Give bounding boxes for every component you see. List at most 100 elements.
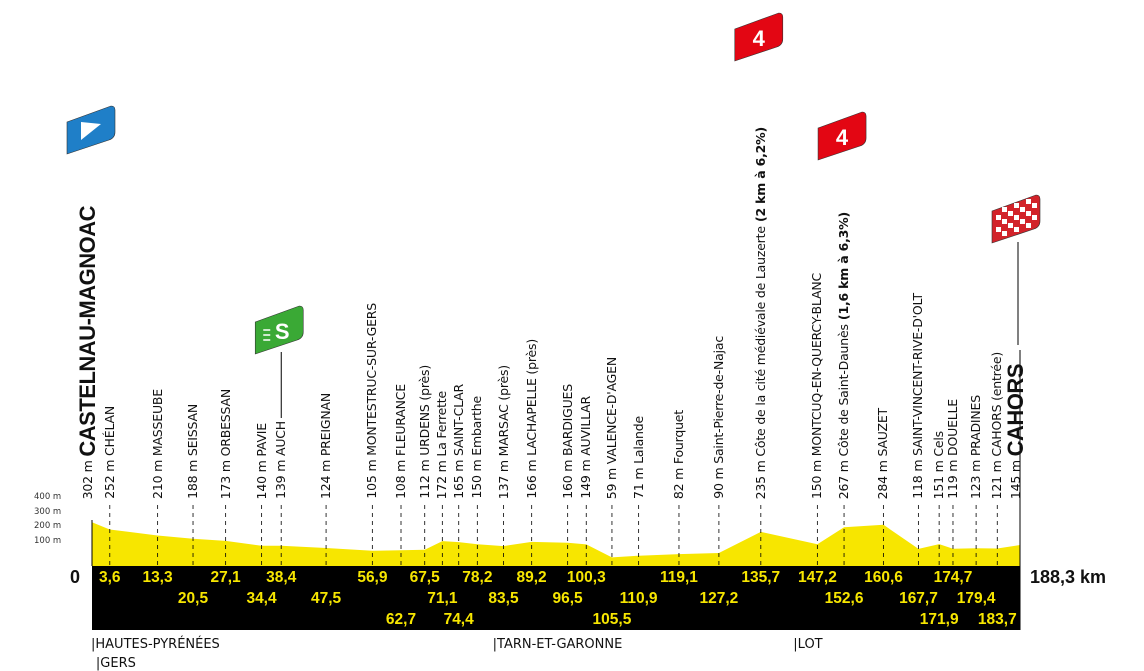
- place-name: VALENCE-D'AGEN: [603, 356, 619, 464]
- place-name: CHÉLAN: [101, 406, 117, 457]
- place-name: Côte de la cité médiévale de Lauzerte: [752, 225, 768, 457]
- place-name: AUVILLAR: [578, 396, 594, 457]
- climb-detail: (1,6 km à 6,3%): [836, 211, 852, 324]
- altitude: 105 m: [364, 456, 380, 499]
- kom-category-icon: 4: [817, 111, 867, 161]
- waypoint-label: 140 m PAVIE: [254, 423, 269, 499]
- place-name: AUCH: [273, 421, 289, 457]
- km-label: 127,2: [699, 590, 739, 607]
- km-label: 20,5: [177, 590, 209, 607]
- waypoint-label: 112 m URDENS (près): [417, 365, 432, 499]
- km-label: 38,4: [266, 569, 297, 586]
- climb-detail: (2 km à 6,2%): [752, 126, 768, 226]
- place-name: Lalande: [630, 416, 646, 464]
- waypoint-label: 124 m PREIGNAN: [318, 393, 333, 499]
- waypoint-label: 150 m MONTCUQ-EN-QUERCY-BLANC: [809, 273, 824, 499]
- km-label: 62,7: [385, 611, 417, 628]
- km-label: 105,5: [592, 611, 632, 628]
- department-label: |HAUTES-PYRÉNÉES: [91, 637, 220, 652]
- waypoint-label: 188 m SEISSAN: [185, 404, 200, 499]
- km-label: 100,3: [566, 569, 606, 586]
- km-label: 67,5: [409, 569, 440, 586]
- km-label: 171,9: [919, 611, 959, 628]
- altitude: 302 m: [80, 456, 95, 499]
- waypoint-label: 150 m Embarthe: [469, 396, 484, 499]
- place-name: Embarthe: [469, 396, 485, 457]
- km-label: 3,6: [98, 569, 121, 586]
- y-tick-label: 400 m: [34, 492, 62, 502]
- altitude: 172 m: [434, 456, 450, 499]
- waypoint-label: 166 m LACHAPELLE (près): [524, 339, 539, 499]
- waypoint-label: 139 m AUCH: [273, 421, 288, 499]
- altitude: 151 m: [931, 456, 947, 499]
- place-name: SAUZET: [875, 407, 891, 457]
- kom-category-icon: 4: [734, 12, 784, 62]
- altitude: 188 m: [185, 456, 201, 499]
- sprint-icon: S: [254, 305, 304, 355]
- waypoint-label: 90 m Saint-Pierre-de-Najac: [711, 336, 726, 499]
- waypoint-label: 71 m Lalande: [631, 416, 646, 499]
- km-label: 74,4: [443, 611, 474, 628]
- place-name: PREIGNAN: [318, 393, 334, 457]
- place-name: SEISSAN: [185, 404, 201, 457]
- altitude: 150 m: [809, 456, 825, 499]
- km-label: 83,5: [488, 590, 519, 607]
- altitude: 160 m: [559, 456, 575, 499]
- km-label: 47,5: [311, 590, 342, 607]
- km-label: 110,9: [619, 590, 658, 607]
- km-label: 71,1: [427, 590, 458, 607]
- department-label: |LOT: [793, 637, 823, 652]
- finish-town-label: 145 m CAHORS: [1003, 364, 1028, 499]
- place-name: CAHORS: [1003, 363, 1028, 457]
- waypoint-label: 119 m DOUELLE: [945, 399, 960, 499]
- altitude: 267 m: [836, 456, 852, 499]
- place-name: LACHAPELLE (près): [523, 339, 539, 457]
- altitude: 284 m: [875, 456, 891, 499]
- place-name: SAINT-CLAR: [450, 384, 466, 457]
- place-name: La Ferrette: [434, 390, 450, 457]
- altitude: 71 m: [630, 463, 646, 499]
- km-label: 78,2: [462, 569, 493, 586]
- place-name: FLEURANCE: [393, 384, 408, 457]
- department-label: |TARN-ET-GARONNE: [492, 637, 623, 652]
- km-label: 13,3: [142, 569, 173, 586]
- km-label: 152,6: [824, 590, 864, 607]
- altitude: 165 m: [450, 456, 466, 499]
- altitude: 166 m: [523, 456, 539, 499]
- altitude: 123 m: [968, 456, 984, 499]
- place-name: Côte de Saint-Daunès: [836, 323, 852, 457]
- altitude: 150 m: [469, 456, 485, 499]
- km-label: 160,6: [864, 569, 903, 586]
- km-label: 119,1: [659, 569, 698, 586]
- waypoint-label: 151 m Cels: [931, 431, 946, 499]
- waypoint-label: 123 m PRADINES: [968, 395, 983, 499]
- altitude: 145 m: [1008, 456, 1023, 499]
- elevation-area: [92, 522, 1020, 566]
- altitude: 59 m: [603, 463, 619, 499]
- km-label: 147,2: [798, 569, 837, 586]
- altitude: 118 m: [910, 456, 926, 499]
- waypoint-label: 118 m SAINT-VINCENT-RIVE-D'OLT: [910, 293, 925, 499]
- altitude: 112 m: [416, 456, 432, 499]
- department-label: |GERS: [95, 656, 136, 671]
- finish-flag-icon: [991, 194, 1041, 244]
- place-name: MASSEUBE: [149, 389, 165, 457]
- distance-bar: [92, 566, 1020, 630]
- svg-text:S: S: [275, 319, 290, 344]
- altitude: 82 m: [670, 463, 686, 499]
- place-name: SAINT-VINCENT-RIVE-D'OLT: [910, 293, 926, 457]
- waypoint-label: 160 m BARDIGUES: [560, 384, 575, 499]
- place-name: Fourquet: [670, 409, 686, 464]
- km-label: 167,7: [899, 590, 938, 607]
- altitude: 149 m: [578, 456, 594, 499]
- place-name: PRADINES: [968, 395, 984, 457]
- altitude: 121 m: [989, 456, 1005, 499]
- altitude: 124 m: [318, 456, 334, 499]
- waypoint-label: 210 m MASSEUBE: [150, 389, 165, 499]
- waypoint-label: 252 m CHÉLAN: [102, 406, 117, 499]
- km-label: 56,9: [357, 569, 388, 586]
- km-label: 96,5: [552, 590, 583, 607]
- waypoint-label: 172 m La Ferrette: [434, 391, 449, 499]
- svg-text:4: 4: [836, 125, 849, 150]
